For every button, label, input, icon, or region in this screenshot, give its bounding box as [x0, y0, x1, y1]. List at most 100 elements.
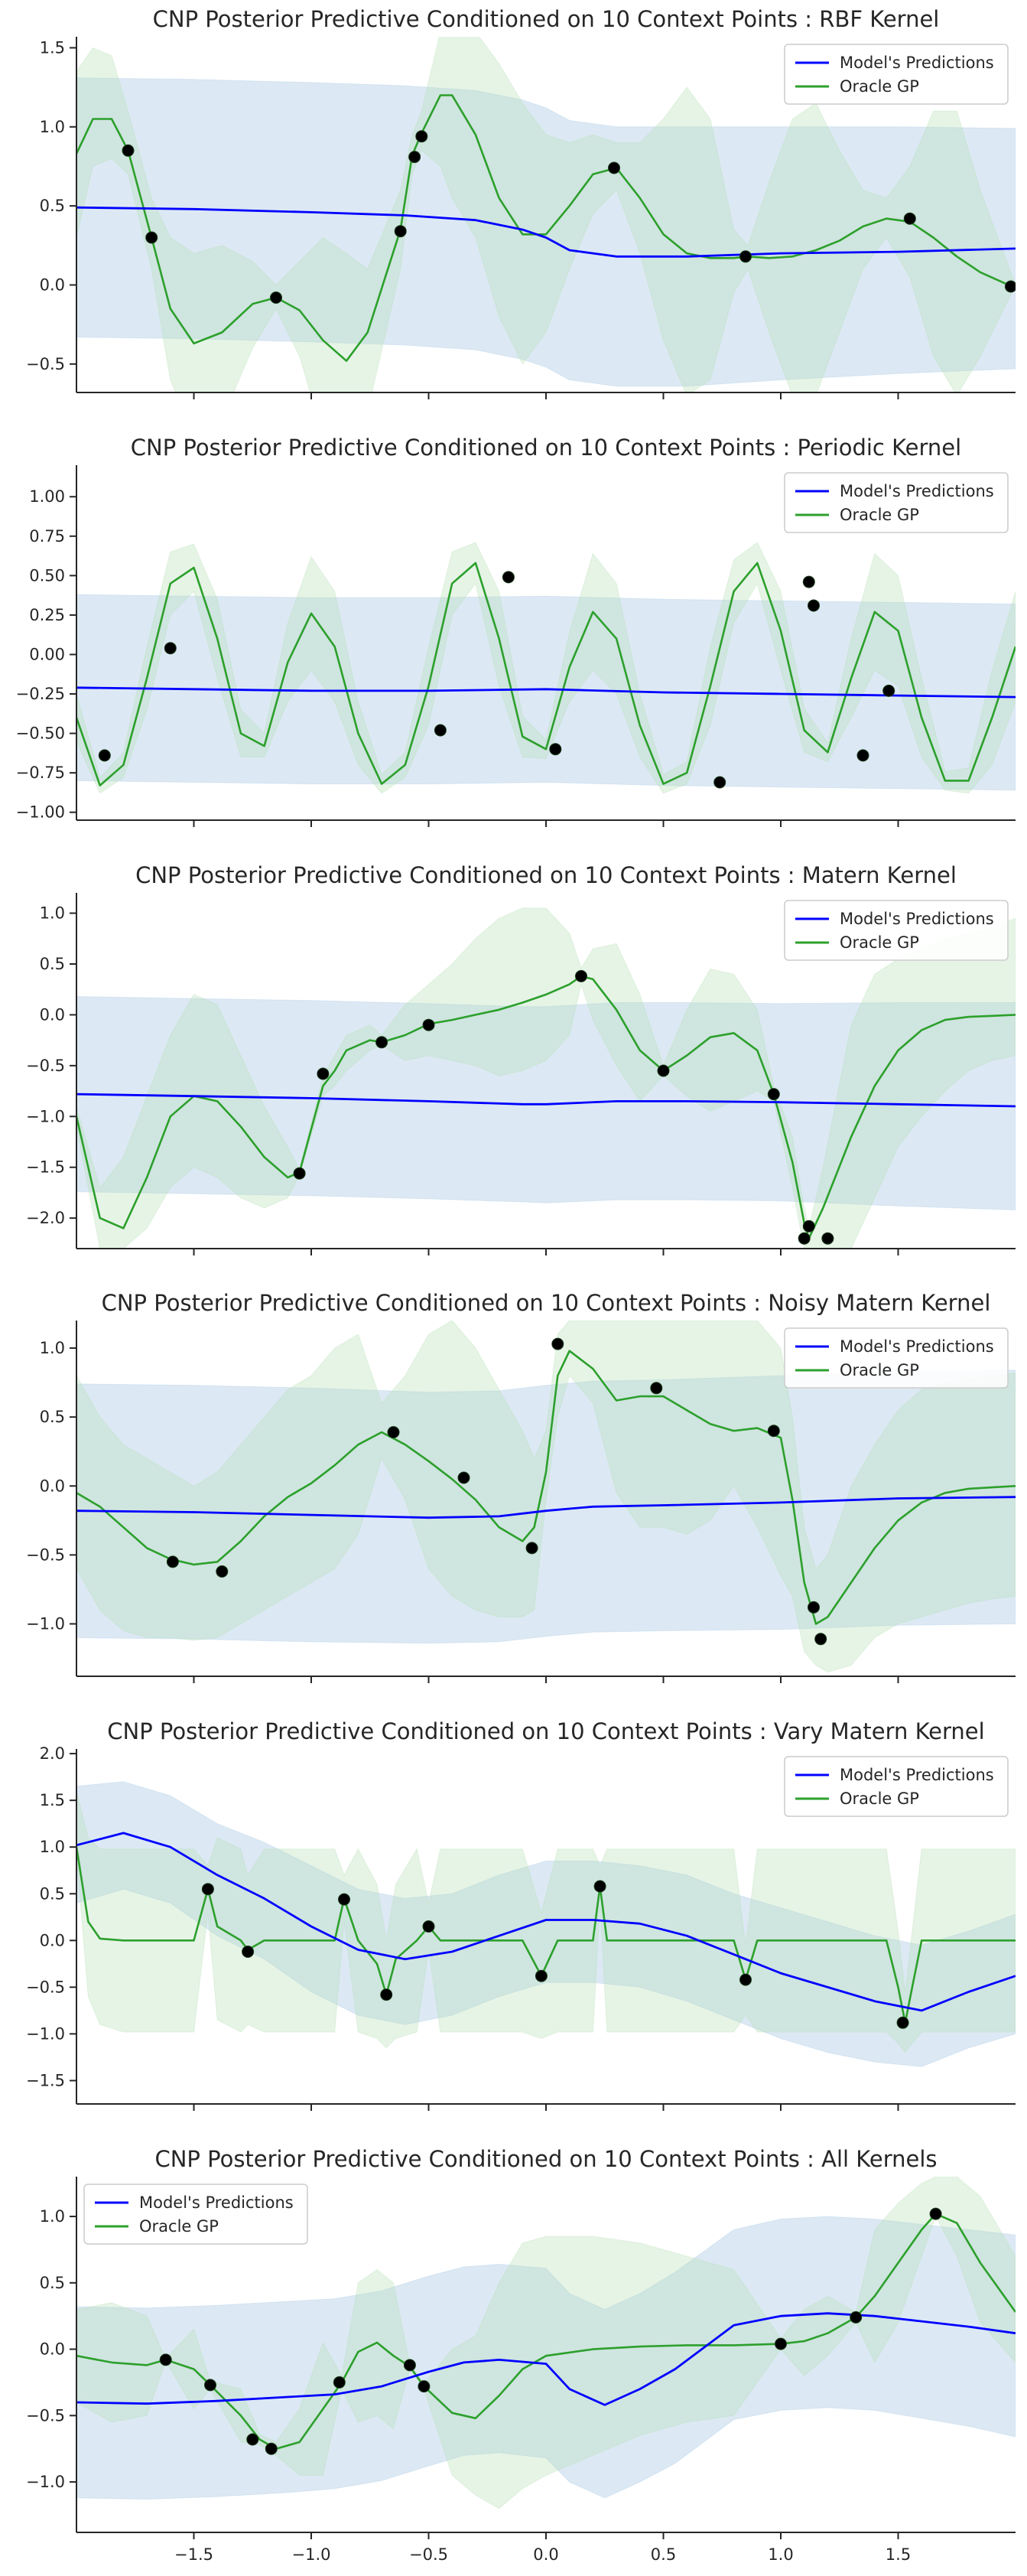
- context-point: [408, 151, 421, 164]
- oracle-mean-line: [76, 94, 1016, 363]
- y-tick-label: 0.00: [29, 645, 65, 663]
- context-point: [338, 1893, 350, 1906]
- context-point: [293, 1167, 306, 1180]
- context-point: [418, 2380, 431, 2393]
- y-tick-label: 1.0: [40, 904, 65, 923]
- y-tick-label: −1.0: [26, 2024, 65, 2043]
- oracle-uncertainty-band: [76, 1790, 1016, 2053]
- y-tick-label: 1.00: [29, 487, 65, 506]
- model-mean-line: [76, 206, 1016, 258]
- context-point: [1004, 280, 1016, 293]
- y-tick-label: −0.5: [26, 1057, 65, 1075]
- y-tick-label: 0.5: [40, 2274, 65, 2292]
- context-point: [896, 2016, 909, 2029]
- legend-box: [784, 900, 1009, 961]
- context-point: [201, 1883, 214, 1896]
- legend-label-model: Model's Predictions: [840, 482, 994, 500]
- context-point: [575, 969, 587, 982]
- context-point: [739, 250, 752, 263]
- context-point: [850, 2311, 863, 2324]
- y-tick-label: 1.0: [40, 118, 65, 136]
- context-point: [525, 1542, 538, 1555]
- context-point: [422, 1018, 435, 1031]
- chart-title: CNP Posterior Predictive Conditioned on …: [154, 2146, 937, 2172]
- legend-label-oracle: Oracle GP: [840, 1361, 919, 1379]
- legend-label-oracle: Oracle GP: [840, 506, 919, 524]
- plot-area: [76, 1781, 1016, 2067]
- context-point: [502, 571, 515, 584]
- legend-box: [784, 472, 1009, 533]
- y-tick-label: 0.5: [40, 1408, 65, 1426]
- context-point: [394, 225, 407, 238]
- context-point: [159, 2353, 172, 2366]
- y-tick-label: −2.0: [26, 1209, 65, 1227]
- y-tick-label: 0.0: [40, 1005, 65, 1024]
- y-tick-label: 0.75: [29, 527, 65, 545]
- context-point: [166, 1555, 179, 1568]
- context-point: [821, 1232, 834, 1245]
- context-point: [739, 1973, 752, 1986]
- legend-label-model: Model's Predictions: [840, 1766, 994, 1784]
- oracle-mean-line: [76, 2213, 1016, 2450]
- y-tick-label: 0.0: [40, 2340, 65, 2359]
- legend-label-model: Model's Predictions: [139, 2193, 294, 2212]
- plot-area: [76, 907, 1016, 1249]
- context-point: [593, 1880, 606, 1893]
- y-tick-label: −0.25: [16, 685, 65, 703]
- x-tick-label: −0.5: [409, 2545, 448, 2564]
- model-uncertainty-band: [76, 2216, 1016, 2500]
- context-point: [775, 2337, 787, 2350]
- context-point: [903, 212, 916, 225]
- context-point: [98, 749, 111, 762]
- y-tick-label: 0.50: [29, 566, 65, 585]
- context-point: [549, 743, 562, 756]
- context-point: [767, 1425, 780, 1438]
- context-point: [216, 1565, 229, 1578]
- y-tick-label: −1.0: [26, 2473, 65, 2491]
- context-point: [802, 575, 815, 588]
- y-tick-label: 0.5: [40, 1884, 65, 1903]
- y-tick-label: 1.0: [40, 1838, 65, 1856]
- model-mean-line: [76, 1832, 1016, 2012]
- oracle-mean-line: [76, 975, 1016, 1239]
- legend: Model's Predictions Oracle GP: [784, 1756, 1009, 1817]
- chart-title: CNP Posterior Predictive Conditioned on …: [131, 435, 961, 461]
- context-point: [608, 161, 620, 174]
- legend-label-model: Model's Predictions: [840, 54, 994, 72]
- legend: Model's Predictions Oracle GP: [784, 900, 1009, 961]
- y-tick-label: 0.5: [40, 197, 65, 215]
- y-tick-label: 0.0: [40, 1477, 65, 1495]
- legend: Model's Predictions Oracle GP: [784, 1327, 1009, 1389]
- context-point: [270, 291, 282, 304]
- chart-panel-3: −2.0 −1.5 −1.0 −0.5 0.0 0.5 1.0 CNP Posterior P…: [26, 862, 1016, 1255]
- y-tick-label: 1.5: [40, 1791, 65, 1809]
- chart-panel-1: −0.5 0.0 0.5 1.0 1.5 CNP Posterior Predictive…: [26, 6, 1016, 399]
- context-point: [814, 1633, 827, 1646]
- context-point: [387, 1426, 400, 1438]
- context-point: [657, 1064, 670, 1077]
- chart-panel-5: −1.5 −1.0 −0.5 0.0 0.5 1.0 1.5 2.0 CNP Posterior…: [26, 1718, 1016, 2111]
- chart-title: CNP Posterior Predictive Conditioned on …: [135, 862, 957, 888]
- chart-title: CNP Posterior Predictive Conditioned on …: [102, 1290, 991, 1316]
- y-tick-label: −0.75: [16, 764, 65, 782]
- context-point: [242, 1946, 255, 1958]
- oracle-mean-line: [76, 1350, 1016, 1625]
- context-point: [802, 1220, 815, 1233]
- context-point: [380, 1988, 393, 2001]
- legend: Model's Predictions Oracle GP: [784, 472, 1009, 533]
- y-tick-label: −0.5: [26, 355, 65, 373]
- plot-area: [76, 37, 1016, 392]
- context-point: [856, 749, 869, 762]
- model-uncertainty-band: [76, 594, 1016, 791]
- context-point: [415, 130, 428, 143]
- context-point: [882, 684, 895, 697]
- oracle-mean-line: [76, 562, 1016, 786]
- context-point: [265, 2442, 278, 2455]
- context-point: [798, 1232, 811, 1245]
- context-point: [375, 1036, 388, 1049]
- y-tick-label: 0.0: [40, 1931, 65, 1949]
- y-tick-label: −1.0: [26, 1615, 65, 1633]
- plot-area: [76, 542, 1016, 794]
